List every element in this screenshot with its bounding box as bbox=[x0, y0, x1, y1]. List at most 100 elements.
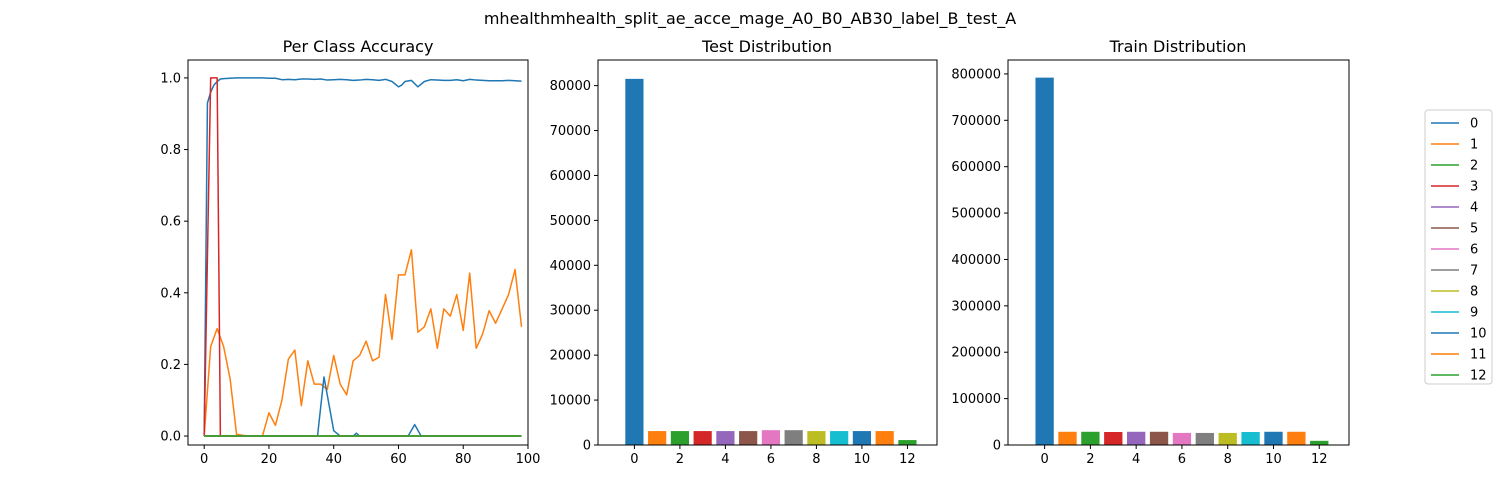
train-distribution-x-tick-label: 6 bbox=[1178, 452, 1186, 467]
train-distribution-bar-7 bbox=[1195, 432, 1214, 445]
legend-label-5: 5 bbox=[1470, 222, 1478, 237]
line-series-0 bbox=[203, 77, 522, 437]
per-class-accuracy-x-tick-label: 100 bbox=[516, 452, 541, 467]
test-distribution-bar-10 bbox=[852, 431, 872, 445]
per-class-accuracy-frame bbox=[187, 59, 529, 446]
per-class-accuracy-y-tick-label: 0.6 bbox=[160, 215, 181, 230]
per-class-accuracy-x-tick-label: 60 bbox=[390, 452, 407, 467]
test-distribution-y-tick-label: 50000 bbox=[550, 214, 591, 229]
per-class-accuracy-ticks: 0 20 40 60 80 100 0.0 0.2 0.4 0.6 0.8 1.0 bbox=[160, 71, 540, 467]
test-distribution-x-tick-label: 2 bbox=[676, 452, 684, 467]
train-distribution-bar-11 bbox=[1287, 431, 1306, 445]
line-series-1 bbox=[203, 249, 523, 437]
test-distribution-bar-1 bbox=[648, 431, 667, 445]
train-distribution-y-tick-label: 400000 bbox=[951, 253, 1001, 268]
test-distribution-bar-3 bbox=[693, 431, 712, 445]
legend-label-4: 4 bbox=[1470, 201, 1478, 216]
train-distribution-bar-12 bbox=[1310, 440, 1329, 445]
test-distribution-bar-6 bbox=[761, 430, 781, 445]
train-distribution-ticks: 0 2 4 6 8 10 12 0 100000 200000 300000 400000 500000… bbox=[951, 67, 1327, 467]
legend-label-12: 12 bbox=[1470, 369, 1487, 384]
train-distribution-y-tick-label: 100000 bbox=[951, 392, 1001, 407]
per-class-accuracy-y-tick-label: 0.0 bbox=[160, 430, 181, 445]
train-distribution-title: Train Distribution bbox=[1109, 37, 1247, 56]
train-distribution-bar-1 bbox=[1058, 431, 1077, 445]
per-class-accuracy-x-tick-label: 40 bbox=[325, 452, 342, 467]
test-distribution-x-tick-label: 10 bbox=[854, 452, 871, 467]
test-distribution-y-tick-label: 10000 bbox=[550, 394, 591, 409]
per-class-accuracy-y-tick-label: 0.8 bbox=[160, 143, 181, 158]
test-distribution-bar-2 bbox=[670, 431, 690, 445]
test-distribution-y-tick-label: 80000 bbox=[550, 79, 591, 94]
test-distribution-y-tick-label: 30000 bbox=[550, 304, 591, 319]
test-distribution-x-tick-label: 4 bbox=[721, 452, 729, 467]
legend-label-6: 6 bbox=[1470, 243, 1478, 258]
test-distribution-ticks: 0 2 4 6 8 10 12 0 10000 20000 30000 40000 50000 60000… bbox=[550, 79, 916, 467]
train-distribution-x-tick-label: 8 bbox=[1224, 452, 1232, 467]
test-distribution-y-tick-label: 0 bbox=[583, 439, 591, 454]
legend-label-2: 2 bbox=[1470, 159, 1478, 174]
test-distribution-bar-9 bbox=[830, 431, 849, 445]
train-distribution-bar-4 bbox=[1127, 431, 1146, 445]
train-distribution-y-tick-label: 200000 bbox=[951, 346, 1001, 361]
train-distribution-bar-0 bbox=[1035, 77, 1054, 445]
test-distribution-x-tick-label: 6 bbox=[767, 452, 775, 467]
per-class-accuracy-y-tick-label: 0.2 bbox=[160, 358, 181, 373]
test-distribution-bar-7 bbox=[784, 430, 803, 445]
test-distribution-x-tick-label: 8 bbox=[812, 452, 820, 467]
train-distribution-x-tick-label: 2 bbox=[1086, 452, 1094, 467]
train-distribution-y-tick-label: 600000 bbox=[951, 160, 1001, 175]
per-class-accuracy-x-tick-label: 0 bbox=[200, 452, 208, 467]
line-series-3 bbox=[203, 77, 522, 437]
test-distribution-y-tick-label: 40000 bbox=[550, 259, 591, 274]
per-class-accuracy-x-tick-label: 20 bbox=[261, 452, 278, 467]
train-distribution-frame bbox=[1007, 59, 1350, 446]
train-distribution-bar-10 bbox=[1264, 431, 1283, 445]
train-distribution-bar-5 bbox=[1149, 431, 1169, 445]
test-distribution-panel: Test Distribution 0 2 4 6 8 10 12 0 10000 20000 30… bbox=[550, 37, 938, 467]
legend-label-10: 10 bbox=[1470, 327, 1487, 342]
test-distribution-y-tick-label: 70000 bbox=[550, 124, 591, 139]
train-distribution-bars bbox=[1035, 77, 1329, 445]
legend-label-8: 8 bbox=[1470, 285, 1478, 300]
per-class-accuracy-y-tick-label: 0.4 bbox=[160, 286, 181, 301]
train-distribution-bar-2 bbox=[1081, 431, 1100, 445]
test-distribution-y-tick-label: 20000 bbox=[550, 349, 591, 364]
test-distribution-frame bbox=[597, 59, 938, 446]
per-class-accuracy-panel: Per Class Accuracy 0 20 40 60 80 100 0.0 0.2 0.4… bbox=[160, 37, 540, 467]
train-distribution-y-tick-label: 500000 bbox=[951, 207, 1001, 222]
legend-label-11: 11 bbox=[1470, 348, 1487, 363]
test-distribution-title: Test Distribution bbox=[701, 37, 832, 56]
test-distribution-bar-5 bbox=[739, 431, 758, 445]
test-distribution-y-tick-label: 60000 bbox=[550, 169, 591, 184]
train-distribution-y-tick-label: 300000 bbox=[951, 299, 1001, 314]
per-class-accuracy-y-tick-label: 1.0 bbox=[160, 71, 181, 86]
train-distribution-x-tick-label: 12 bbox=[1311, 452, 1328, 467]
test-distribution-x-tick-label: 12 bbox=[899, 452, 916, 467]
test-distribution-bar-12 bbox=[898, 440, 917, 445]
train-distribution-bar-8 bbox=[1218, 432, 1237, 445]
per-class-accuracy-lines bbox=[203, 77, 523, 437]
train-distribution-panel: Train Distribution 0 2 4 6 8 10 12 0 100000 20000… bbox=[951, 37, 1350, 467]
figure-suptitle: mhealthmhealth_split_ae_acce_mage_A0_B0_… bbox=[484, 9, 1016, 29]
legend-box bbox=[1424, 109, 1493, 385]
legend-label-3: 3 bbox=[1470, 180, 1478, 195]
per-class-accuracy-title: Per Class Accuracy bbox=[283, 37, 434, 56]
per-class-accuracy-x-tick-label: 80 bbox=[455, 452, 472, 467]
legend-label-1: 1 bbox=[1470, 138, 1478, 153]
train-distribution-x-tick-label: 0 bbox=[1040, 452, 1048, 467]
test-distribution-x-tick-label: 0 bbox=[630, 452, 638, 467]
train-distribution-y-tick-label: 0 bbox=[993, 439, 1001, 454]
train-distribution-bar-6 bbox=[1172, 432, 1192, 445]
test-distribution-bar-4 bbox=[716, 431, 735, 445]
legend-label-0: 0 bbox=[1470, 117, 1478, 132]
train-distribution-bar-9 bbox=[1241, 432, 1260, 445]
legend-label-9: 9 bbox=[1470, 306, 1478, 321]
test-distribution-bar-8 bbox=[807, 431, 826, 445]
train-distribution-y-tick-label: 700000 bbox=[951, 114, 1001, 129]
line-series-10 bbox=[204, 376, 522, 437]
test-distribution-bar-11 bbox=[875, 431, 894, 445]
